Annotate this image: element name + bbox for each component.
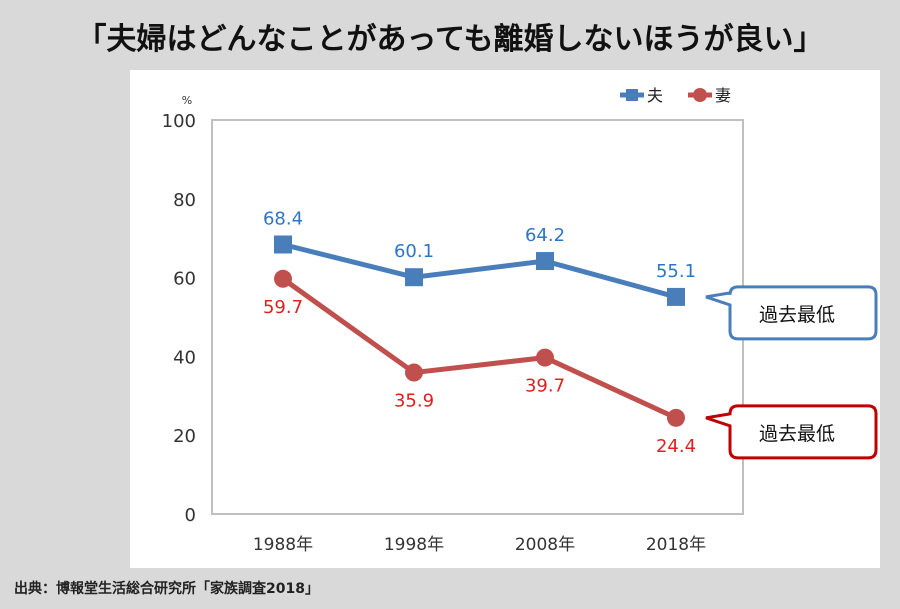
callout-text: 過去最低 [759,304,835,326]
data-label: 68.4 [263,209,303,230]
legend-marker [626,89,638,101]
legend-marker [693,88,707,102]
data-point-marker [274,235,292,254]
y-tick-label: 40 [173,347,196,368]
data-point-marker [405,268,423,287]
data-label: 59.7 [263,297,303,318]
y-axis-unit: % [182,94,192,107]
y-tick-label: 100 [162,111,196,132]
data-point-marker [405,363,423,382]
page-title: 「夫婦はどんなことがあっても離婚しないほうが良い」 [76,22,824,57]
source-note: 出典：博報堂生活総合研究所「家族調査2018」 [14,581,319,597]
y-tick-label: 0 [185,505,196,526]
data-label: 64.2 [525,225,565,246]
x-tick-label: 1998年 [384,535,444,555]
x-tick-label: 1988年 [253,535,313,555]
data-point-marker [274,269,292,288]
legend-label: 妻 [715,86,731,105]
x-tick-label: 2008年 [515,535,575,555]
data-label: 39.7 [525,376,565,397]
data-label: 35.9 [394,391,434,412]
legend-label: 夫 [647,86,663,105]
data-point-marker [667,287,685,306]
data-label: 60.1 [394,241,434,262]
callout-box [705,285,878,341]
x-tick-label: 2018年 [646,535,706,555]
data-point-marker [536,252,554,271]
y-tick-label: 20 [173,426,196,447]
y-tick-label: 60 [173,269,196,290]
data-point-marker [667,408,685,427]
callout-text: 過去最低 [759,423,835,445]
data-point-marker [536,348,554,367]
y-tick-label: 80 [173,190,196,211]
data-label: 55.1 [656,261,696,282]
series-line-0 [282,242,677,300]
series-line-1 [281,276,678,421]
callout-box [705,404,878,460]
data-label: 24.4 [656,436,696,457]
